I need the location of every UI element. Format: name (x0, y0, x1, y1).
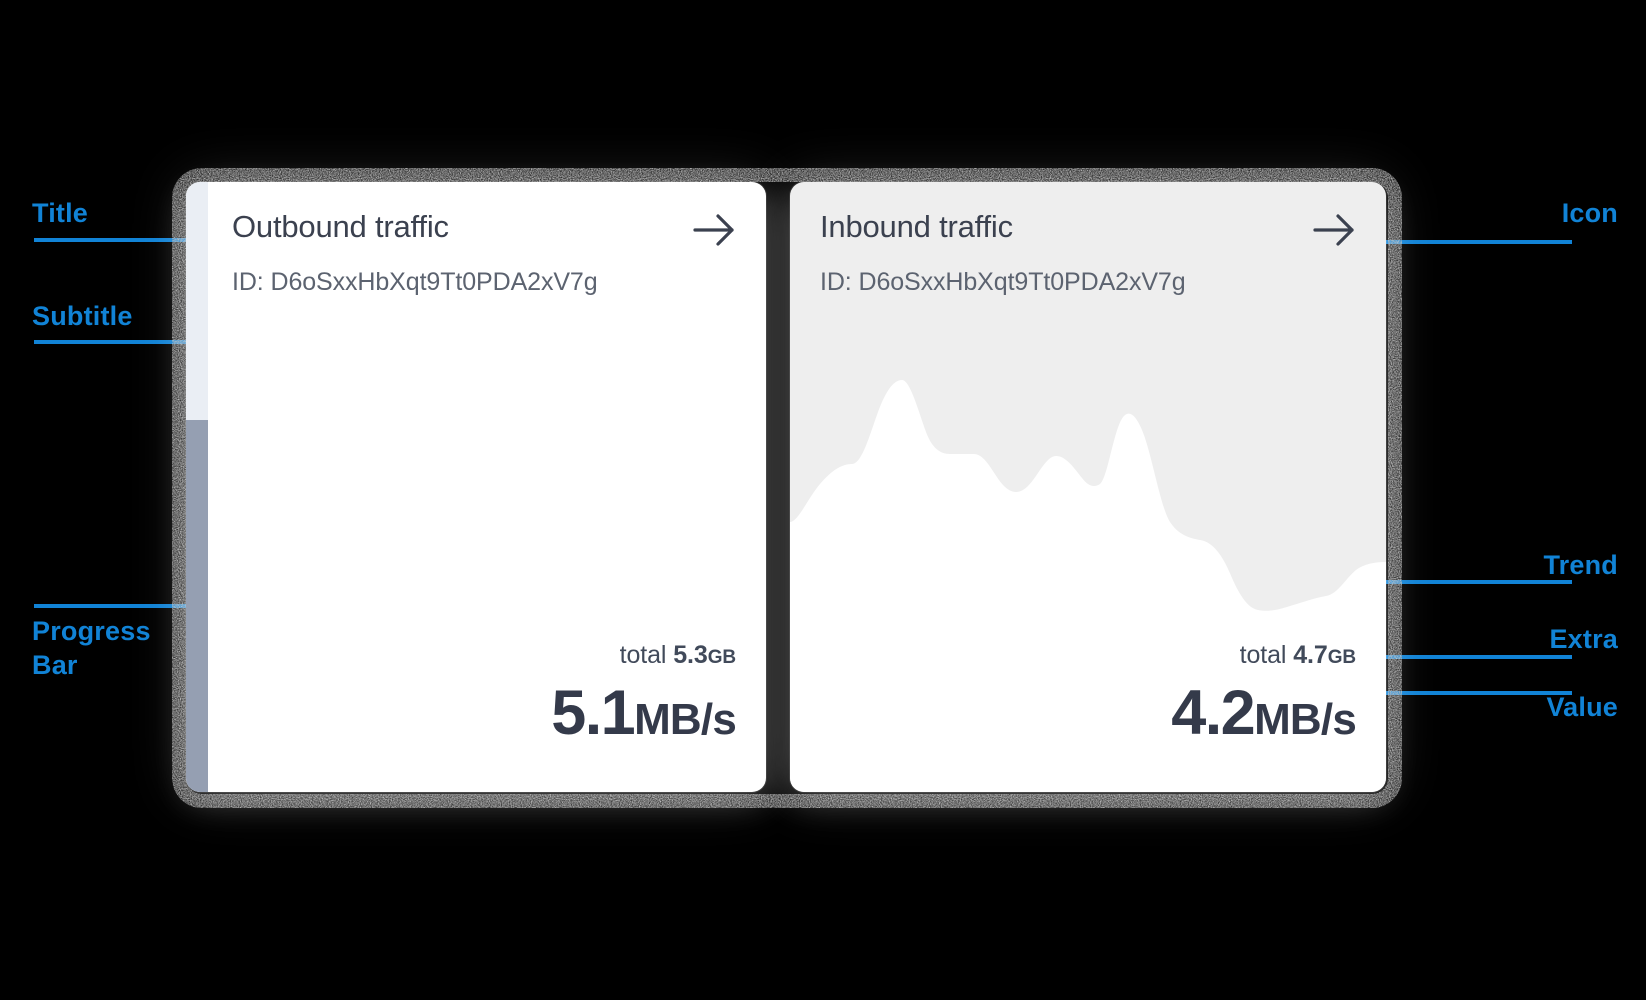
leader-line-progress-bar (34, 604, 214, 608)
annotation-trend: Trend (1543, 550, 1618, 580)
annotation-title: Title (32, 198, 89, 228)
card-value: 4.2MB/s (820, 677, 1357, 766)
card-subtitle: ID: D6oSxxHbXqt9Tt0PDA2xV7g (232, 268, 598, 296)
arrow-right-icon[interactable] (1312, 210, 1356, 250)
arrow-right-icon[interactable] (692, 210, 736, 250)
annotation-icon: Icon (1561, 198, 1618, 228)
card-subtitle: ID: D6oSxxHbXqt9Tt0PDA2xV7g (820, 268, 1186, 296)
card-extra-prefix: total (619, 641, 667, 669)
card-extra-number: 5.3 (673, 641, 708, 669)
leader-line-subtitle (34, 340, 230, 344)
card-value-unit: MB/s (1254, 695, 1357, 744)
card-footer: total 4.7GB 4.2MB/s (820, 640, 1357, 766)
leader-line-title (34, 238, 240, 242)
card-extra: total 5.3GB (232, 640, 737, 673)
card-title: Inbound traffic (820, 209, 1013, 244)
card-outbound-traffic[interactable]: Outbound traffic ID: D6oSxxHbXqt9Tt0PDA2… (186, 182, 766, 792)
card-value-number: 4.2 (1171, 678, 1255, 748)
leader-line-icon (1326, 240, 1572, 244)
card-value-number: 5.1 (551, 678, 635, 748)
leader-line-trend (1278, 580, 1572, 584)
card-title: Outbound traffic (232, 209, 449, 244)
card-extra-prefix: total (1239, 641, 1287, 669)
card-extra-number: 4.7 (1293, 641, 1328, 669)
card-extra-unit: GB (1327, 647, 1356, 668)
card-footer: total 5.3GB 5.1MB/s (232, 640, 737, 766)
card-header: Inbound traffic (820, 208, 1356, 250)
annotation-progress-bar: Progress Bar (32, 616, 151, 680)
annotation-extra: Extra (1549, 624, 1618, 654)
card-body: Outbound traffic ID: D6oSxxHbXqt9Tt0PDA2… (186, 182, 766, 792)
leader-line-value (1364, 691, 1572, 695)
card-header: Outbound traffic (232, 208, 736, 250)
card-value: 5.1MB/s (232, 677, 737, 766)
card-extra-unit: GB (707, 647, 736, 668)
card-body: Inbound traffic ID: D6oSxxHbXqt9Tt0PDA2x… (790, 182, 1386, 792)
annotation-value: Value (1546, 692, 1618, 722)
cards-container: Outbound traffic ID: D6oSxxHbXqt9Tt0PDA2… (156, 154, 1418, 822)
card-inbound-traffic[interactable]: Inbound traffic ID: D6oSxxHbXqt9Tt0PDA2x… (790, 182, 1386, 792)
card-extra: total 4.7GB (820, 640, 1357, 673)
annotation-subtitle: Subtitle (32, 301, 133, 331)
card-value-unit: MB/s (634, 695, 737, 744)
leader-line-extra (1354, 655, 1572, 659)
